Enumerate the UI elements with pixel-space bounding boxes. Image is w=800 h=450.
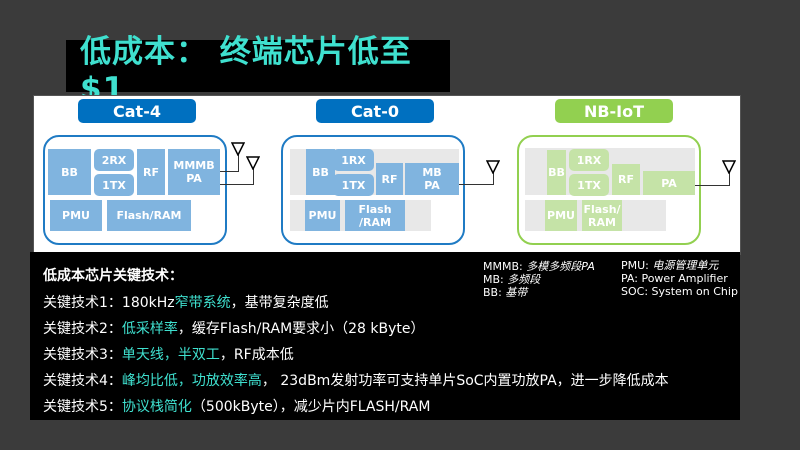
notes-box: [30, 252, 740, 420]
legend-item: PMU: 电源管理单元: [621, 259, 719, 272]
cat4-memory-block: Flash/RAM: [107, 200, 191, 231]
tech-rest: ，RF成本低: [219, 347, 294, 363]
nbiot-tx-block: 1TX: [569, 174, 609, 196]
cat0-tx-block: 1TX: [333, 174, 374, 196]
antenna-icon: [246, 156, 260, 170]
cat4-antenna-line: [220, 184, 253, 185]
legend-item: BB: 基带: [483, 286, 528, 299]
cat4-pa-block: MMMB PA: [168, 149, 220, 195]
nbiot-label: NB-IoT: [555, 99, 673, 123]
nbiot-antenna-line: [695, 185, 729, 186]
nbiot-memory-block: Flash/ RAM: [582, 200, 622, 231]
cat4-rx-block: 2RX: [94, 149, 134, 171]
tech-prefix: 关键技术1：: [43, 295, 122, 311]
tech-rest: ，基带复杂度低: [230, 295, 329, 311]
cat4-chip-outline: [43, 135, 227, 245]
cat4-antenna-line: [238, 155, 239, 172]
cat4-antenna-line: [253, 168, 254, 185]
notes-heading: 低成本芯片关键技术：: [43, 268, 183, 284]
legend-right: PMU: 电源管理单元 PA: Power Amplifier SOC: Sys…: [621, 259, 738, 298]
cat4-pmu-block: PMU: [50, 200, 102, 231]
cat0-rf-block: RF: [376, 163, 403, 195]
cat0-chip-outline: [281, 135, 465, 245]
antenna-icon: [722, 160, 736, 174]
nbiot-pa-block: PA: [643, 171, 695, 195]
legend-item: SOC: System on Chip: [621, 285, 738, 298]
tech-item-5: 关键技术5：协议栈简化（500kByte），减少片内FLASH/RAM: [43, 396, 430, 416]
tech-highlight: 窄带系统: [174, 295, 231, 311]
tech-prefix: 关键技术4：: [43, 373, 122, 389]
cat4-rf-block: RF: [137, 149, 165, 195]
tech-item-3: 关键技术3：单天线，半双工，RF成本低: [43, 344, 294, 364]
tech-item-1: 关键技术1：180kHz窄带系统，基带复杂度低: [43, 292, 329, 312]
cat0-label: Cat-0: [316, 99, 434, 123]
tech-rest: ，缓存Flash/RAM要求小（28 kByte）: [177, 321, 425, 337]
tech-highlight: 单天线，半双工: [121, 347, 220, 363]
cat0-bb-block: BB: [306, 149, 335, 195]
nbiot-bb-block: BB: [547, 150, 566, 195]
antenna-icon: [231, 142, 245, 156]
tech-item-2: 关键技术2：低采样率，缓存Flash/RAM要求小（28 kByte）: [43, 318, 425, 338]
tech-pre: 180kHz: [121, 295, 175, 311]
legend-item: MB: 多频段: [483, 273, 541, 286]
tech-highlight: 低采样率: [121, 321, 178, 337]
antenna-icon: [486, 160, 500, 174]
legend-item: PA: Power Amplifier: [621, 272, 728, 285]
tech-highlight: 峰均比低，功放效率高: [121, 373, 262, 389]
nbiot-pmu-block: PMU: [545, 200, 577, 231]
tech-rest: （500kByte），减少片内FLASH/RAM: [191, 399, 431, 415]
cat0-rx-block: 1RX: [333, 149, 374, 171]
tech-highlight: 协议栈简化: [121, 399, 192, 415]
cat4-bb-block: BB: [48, 149, 91, 195]
nbiot-chip-outline: [517, 135, 701, 245]
nbiot-antenna-line: [729, 168, 730, 186]
cat0-pmu-block: PMU: [305, 200, 340, 231]
cat0-pa-block: MB PA: [405, 163, 459, 195]
cat0-antenna-line: [493, 168, 494, 185]
nbiot-rf-block: RF: [612, 164, 640, 195]
tech-prefix: 关键技术5：: [43, 399, 122, 415]
cat4-tx-block: 1TX: [94, 174, 134, 196]
tech-prefix: 关键技术3：: [43, 347, 122, 363]
legend-item: MMMB: 多模多频段PA: [483, 260, 595, 273]
legend-left: MMMB: 多模多频段PA MB: 多频段 BB: 基带: [483, 260, 595, 299]
cat4-antenna-line: [220, 171, 238, 172]
slide-title: 低成本： 终端芯片低至$1: [66, 34, 450, 107]
cat0-memory-block: Flash /RAM: [345, 200, 405, 231]
tech-rest: ， 23dBm发射功率可支持单片SoC内置功放PA，进一步降低成本: [261, 373, 669, 389]
cat0-antenna-line: [459, 184, 493, 185]
tech-item-4: 关键技术4：峰均比低，功放效率高， 23dBm发射功率可支持单片SoC内置功放P…: [43, 370, 669, 390]
nbiot-rx-block: 1RX: [569, 149, 609, 171]
cat4-label: Cat-4: [78, 99, 196, 123]
tech-prefix: 关键技术2：: [43, 321, 122, 337]
